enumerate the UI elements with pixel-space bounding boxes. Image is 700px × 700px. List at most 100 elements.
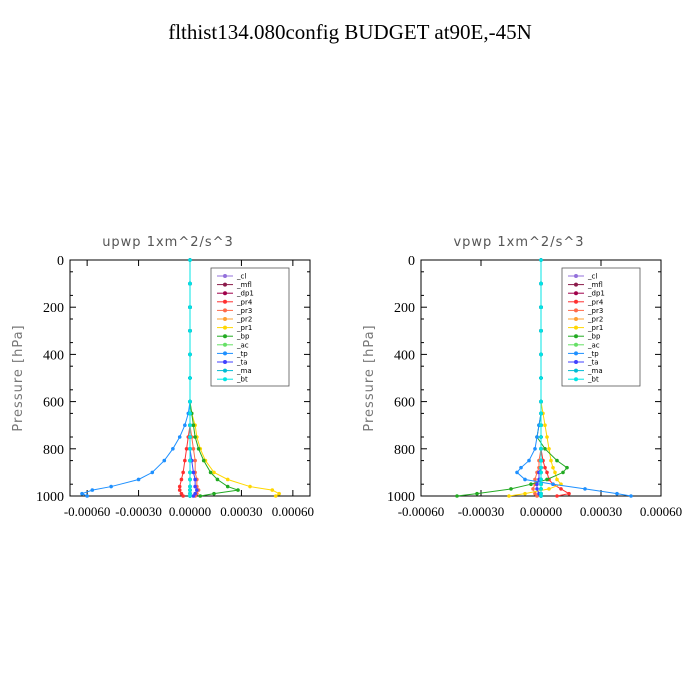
data-point	[539, 458, 543, 463]
legend-label: _ma	[236, 367, 252, 375]
data-point	[273, 494, 278, 498]
data-point	[529, 482, 533, 487]
data-point	[201, 458, 206, 463]
data-point	[539, 494, 543, 498]
data-point	[551, 482, 555, 487]
data-point	[188, 305, 192, 310]
data-point	[555, 494, 559, 498]
x-tick-label: 0.00030	[580, 504, 622, 519]
data-point	[188, 281, 192, 286]
legend-label: _pr1	[236, 324, 252, 332]
y-tick-label: 1000	[36, 490, 64, 505]
data-point	[196, 447, 201, 451]
data-point	[523, 491, 527, 496]
data-point	[583, 487, 587, 491]
x-tick-label: 0.00000	[520, 504, 562, 519]
series-bt	[539, 258, 543, 498]
legend-marker	[574, 308, 578, 313]
data-point	[551, 465, 555, 470]
data-point	[85, 494, 89, 498]
x-tick-label: 0.00000	[169, 504, 211, 519]
data-point	[225, 477, 230, 482]
data-point	[555, 458, 559, 463]
data-point	[555, 477, 559, 482]
chart-panel-2: vpwp 1xm^2/s^3 Pressure [hPa] 0 200 400 600 80…	[362, 235, 682, 519]
data-point	[533, 477, 537, 482]
legend-label: _tp	[587, 350, 599, 358]
data-point	[539, 487, 543, 491]
data-point	[188, 484, 192, 489]
legend-label: _ac	[236, 341, 249, 349]
data-point	[215, 477, 220, 482]
data-point	[535, 435, 539, 439]
data-point	[136, 477, 141, 482]
data-point	[539, 447, 543, 451]
data-point	[181, 494, 185, 498]
data-point	[198, 494, 203, 498]
data-point	[188, 447, 192, 451]
data-point	[535, 487, 539, 491]
legend-label: _pr2	[587, 316, 603, 324]
data-point	[162, 458, 167, 463]
legend-label: _tp	[236, 350, 248, 358]
data-point	[615, 491, 619, 496]
data-point	[561, 470, 565, 475]
data-point	[533, 491, 537, 496]
legend-marker	[574, 368, 578, 373]
legend-label: _bp	[587, 333, 601, 341]
data-point	[188, 477, 192, 482]
legend-label: _pr3	[587, 307, 603, 315]
legend-marker	[223, 377, 227, 382]
legend-label: _ta	[587, 359, 599, 367]
legend-marker	[223, 291, 227, 296]
data-point	[547, 487, 551, 491]
data-point	[539, 435, 543, 439]
y-tick-label: 800	[394, 443, 415, 458]
legend-marker	[223, 317, 227, 321]
legend-label: _ac	[587, 341, 600, 349]
data-point	[212, 491, 216, 496]
series-line	[80, 260, 191, 497]
data-point	[191, 423, 196, 428]
legend-label: _pr1	[587, 324, 603, 332]
legend-label: _bt	[236, 376, 248, 384]
data-point	[539, 477, 543, 482]
data-point	[150, 470, 155, 475]
legend-marker	[574, 274, 578, 278]
data-point	[539, 352, 543, 357]
data-point	[547, 447, 551, 451]
chart-panel-1: upwp 1xm^2/s^3 Pressure [hPa] 0 200 400 600 80…	[11, 235, 314, 519]
data-point	[567, 491, 571, 496]
data-point	[539, 411, 543, 416]
series-tp	[80, 258, 192, 498]
data-point	[188, 423, 192, 428]
y-tick-label: 0	[57, 254, 64, 269]
legend-marker	[223, 368, 227, 373]
data-point	[507, 494, 511, 498]
data-point	[545, 470, 549, 475]
data-point	[212, 470, 216, 475]
x-tick-label: -0.00060	[398, 504, 445, 519]
y-tick-label: 600	[43, 396, 64, 411]
data-point	[539, 376, 543, 380]
data-point	[531, 487, 535, 491]
x-tick-label: 0.00030	[220, 504, 262, 519]
legend-marker	[574, 299, 578, 304]
legend-label: _dp1	[587, 290, 605, 298]
legend-marker	[574, 325, 578, 330]
y-tick-label: 400	[394, 348, 415, 363]
data-point	[80, 491, 84, 496]
data-point	[535, 482, 539, 487]
legend-label: _pr3	[236, 307, 252, 315]
x-tick-label: -0.00030	[115, 504, 162, 519]
data-point	[455, 494, 459, 498]
legend-marker	[223, 274, 227, 278]
y-tick-label: 200	[394, 301, 415, 316]
data-point	[539, 305, 543, 310]
data-point	[183, 458, 187, 463]
data-point	[519, 465, 523, 470]
y-tick-label: 600	[394, 396, 415, 411]
chart-title: upwp 1xm^2/s^3	[102, 235, 234, 250]
data-point	[193, 477, 197, 482]
legend-marker	[574, 342, 578, 347]
